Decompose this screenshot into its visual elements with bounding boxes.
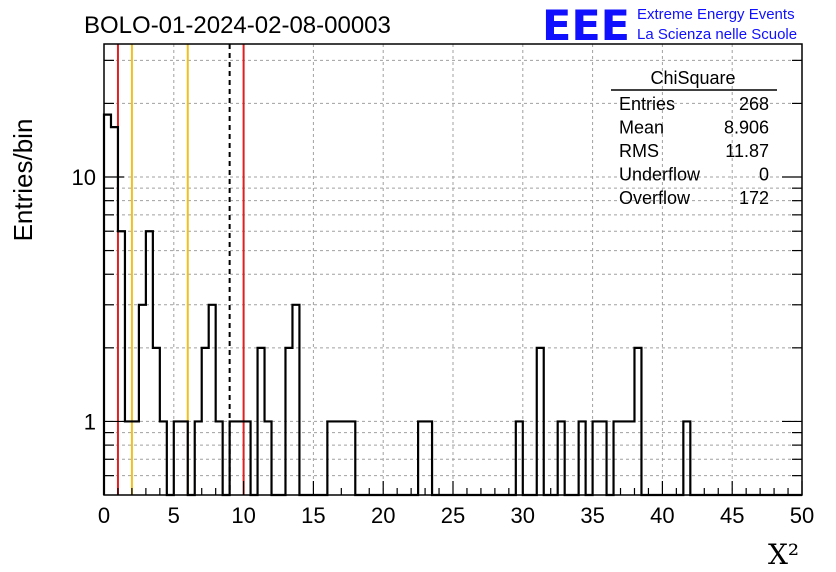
- axis-ticks: [103, 59, 803, 495]
- grid-lines: [104, 44, 802, 495]
- histogram-bin: [216, 421, 223, 495]
- histogram-bin: [593, 421, 600, 495]
- histogram-bin: [634, 348, 641, 495]
- histogram-bin: [327, 421, 334, 495]
- marker-lines: [116, 44, 245, 495]
- stats-title: ChiSquare: [650, 68, 735, 88]
- histogram-bin: [285, 348, 292, 495]
- stats-label: Overflow: [619, 188, 691, 208]
- histogram-bin: [139, 305, 146, 495]
- histogram-bin: [341, 421, 348, 495]
- histogram-bin: [558, 421, 565, 495]
- eee-logo: EEE Extreme Energy Events La Scienza nel…: [542, 1, 797, 50]
- stats-label: Entries: [619, 94, 675, 114]
- logo-line-1: Extreme Energy Events: [637, 6, 795, 23]
- plot-area: [104, 44, 802, 495]
- histogram-bin: [195, 421, 202, 495]
- histogram-bin: [146, 231, 153, 495]
- logo-line-2: La Scienza nelle Scuole: [637, 26, 797, 43]
- x-tick-label: 25: [441, 503, 465, 528]
- stats-label: Mean: [619, 118, 664, 138]
- histogram-bin: [111, 127, 118, 495]
- stats-box: ChiSquare Entries 268 Mean 8.906 RMS 11.87 Und…: [611, 68, 777, 208]
- x-tick-label: 20: [371, 503, 395, 528]
- histogram-bin: [265, 421, 272, 495]
- histogram-bin: [174, 421, 181, 495]
- y-tick-labels: 1 10: [72, 165, 96, 434]
- histogram-bin: [160, 421, 167, 495]
- x-tick-label: 40: [650, 503, 674, 528]
- histogram-bin: [348, 421, 355, 495]
- histogram-bin: [600, 421, 607, 495]
- histogram-bin: [202, 348, 209, 495]
- histogram-bin: [118, 231, 125, 495]
- histogram-bin: [237, 421, 244, 495]
- stats-value: 268: [739, 94, 769, 114]
- histogram-bin: [418, 421, 425, 495]
- histogram-bin: [425, 421, 432, 495]
- x-tick-labels: 0 5 10 15 20 25 30 35 40 45 50: [98, 503, 814, 528]
- stats-value: 172: [739, 188, 769, 208]
- stats-value: 8.906: [724, 118, 769, 138]
- x-tick-label: 10: [231, 503, 255, 528]
- y-tick-label: 10: [72, 165, 96, 190]
- histogram-bin: [244, 421, 251, 495]
- stats-value: 11.87: [725, 141, 769, 161]
- x-tick-label: 35: [580, 503, 604, 528]
- x-tick-label: 50: [790, 503, 814, 528]
- x-tick-label: 0: [98, 503, 110, 528]
- chart-title: BOLO-01-2024-02-08-00003: [84, 12, 391, 39]
- histogram-bin: [132, 421, 139, 495]
- histogram-bin: [628, 421, 635, 495]
- stats-value: 0: [759, 165, 769, 185]
- histogram-bin: [537, 348, 544, 495]
- stats-rows: Entries 268 Mean 8.906 RMS 11.87 Underflow 0 Ove…: [619, 94, 769, 208]
- y-axis-label: Entries/bin: [8, 119, 38, 242]
- stats-label: RMS: [619, 141, 659, 161]
- stats-label: Underflow: [619, 165, 701, 185]
- histogram-bin: [230, 421, 237, 495]
- histogram-bin: [334, 421, 341, 495]
- y-tick-label: 1: [84, 409, 96, 434]
- x-tick-label: 30: [511, 503, 535, 528]
- histogram-bin: [614, 421, 621, 495]
- histogram-bin: [516, 421, 523, 495]
- histogram-bin: [621, 421, 628, 495]
- histogram-bin: [292, 305, 299, 495]
- x-axis-label: X²: [768, 538, 799, 571]
- histogram-bin: [153, 348, 160, 495]
- histogram-bin: [125, 421, 132, 495]
- histogram-bin: [258, 348, 265, 495]
- logo-mark: EEE: [542, 1, 630, 50]
- histogram-bin: [683, 421, 690, 495]
- x-tick-label: 15: [301, 503, 325, 528]
- histogram-bin: [579, 421, 586, 495]
- histogram-bin: [181, 421, 188, 495]
- x-tick-label: 45: [720, 503, 744, 528]
- histogram-bin: [209, 305, 216, 495]
- x-tick-label: 5: [168, 503, 180, 528]
